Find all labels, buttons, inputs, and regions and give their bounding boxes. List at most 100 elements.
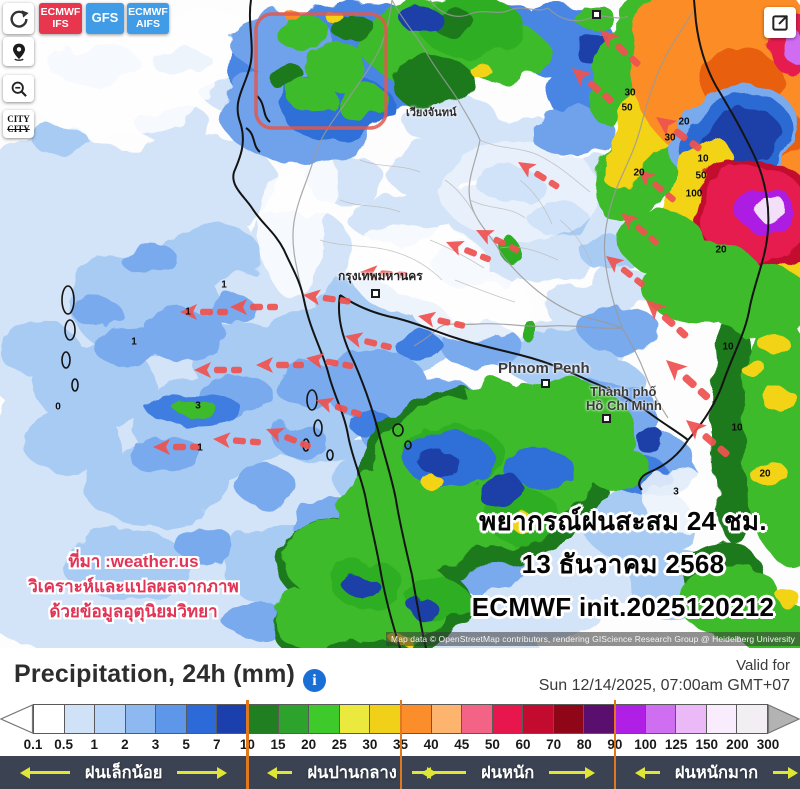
legend-panel: Precipitation, 24h (mm) i Valid for Sun 1… [0, 648, 800, 789]
source-caption-line2: วิเคราะห์และแปลผลจากภาพ [28, 577, 239, 596]
forecast-caption: พยากรณ์ฝนสะสม 24 ชม. 13 ธันวาคม 2568 ECM… [448, 500, 798, 629]
tick-label: 3 [151, 737, 160, 752]
location-pin-icon [12, 43, 25, 61]
precipitation-map-canvas [0, 0, 800, 648]
info-icon[interactable]: i [303, 669, 327, 692]
scale-cell [400, 704, 432, 734]
refresh-icon [10, 9, 29, 28]
scale-cell [706, 704, 738, 734]
scale-cell [553, 704, 585, 734]
source-caption-line1: ที่มา :weather.us [68, 552, 199, 571]
scale-cell [33, 704, 65, 734]
weather-map[interactable]: 30 50 20 30 10 50 100 20 20 10 10 20 3 1 1 1 3 0 1 กรุงเทพ… [0, 0, 800, 648]
scale-cells [33, 704, 768, 734]
legend-title-row: Precipitation, 24h (mm) i [14, 660, 327, 692]
city-marker-north [592, 10, 601, 19]
map-attribution: Map data © OpenStreetMap contributors, r… [386, 632, 800, 646]
scale-cell [492, 704, 524, 734]
city-toggle-label-struck: CITY [7, 124, 30, 134]
scale-cell [523, 704, 554, 734]
tick-label: 30 [362, 737, 378, 752]
city-label-bangkok: กรุงเทพมหานคร [338, 269, 423, 283]
contour-value: 3 [673, 486, 679, 498]
scale-cell [309, 704, 340, 734]
model-label: ECMWF [128, 5, 168, 18]
contour-value: 1 [197, 442, 203, 454]
category-arrow-right [549, 771, 586, 774]
contour-value: 50 [621, 102, 633, 114]
contour-value: 10 [731, 422, 743, 434]
contour-value: 1 [131, 336, 137, 348]
scale-right-arrow [768, 704, 800, 734]
contour-value: 20 [678, 116, 690, 128]
country-borders [292, 0, 695, 419]
city-toggle-label: CITY [7, 113, 30, 124]
valid-for-label: Valid for [736, 657, 790, 674]
category-arrow-right [177, 771, 219, 774]
category-arrow-left [429, 771, 467, 774]
category-label: ฝนปานกลาง [307, 763, 397, 782]
category-label: ฝนเล็กน้อย [84, 763, 163, 782]
share-button[interactable] [764, 7, 796, 38]
forecast-caption-line3: ECMWF init.2025120212 [471, 592, 775, 622]
contour-value: 3 [195, 400, 201, 412]
model-label: ECMWF [40, 5, 81, 18]
tick-label: 1 [90, 737, 99, 752]
tick-label: 125 [664, 737, 688, 752]
scale-cell [614, 704, 646, 734]
city-marker-bangkok [371, 289, 380, 298]
city-labels-toggle[interactable]: CITY CITY [3, 110, 34, 138]
contour-value: 100 [685, 188, 703, 200]
contour-value: 30 [624, 87, 636, 99]
city-label-hcmc-2: Hồ Chí Minh [586, 398, 662, 413]
contour-value: 10 [722, 341, 734, 353]
scale-cell [737, 704, 768, 734]
city-marker-phnom-penh [541, 379, 550, 388]
tick-label: 40 [423, 737, 439, 752]
category-divider [399, 700, 402, 789]
tick-label: 80 [576, 737, 592, 752]
color-scale [0, 704, 800, 734]
category-arrow-left [643, 771, 660, 774]
category-label: ฝนหนักมาก [674, 763, 759, 782]
share-icon [772, 14, 788, 31]
scale-cell [278, 704, 310, 734]
contour-value: 30 [664, 132, 676, 144]
locate-button[interactable] [3, 37, 34, 66]
forecast-caption-line1: พยากรณ์ฝนสะสม 24 ชม. [479, 506, 767, 536]
model-button-ecmwf-ifs[interactable]: ECMWF IFS [39, 3, 82, 34]
zoom-out-button[interactable] [3, 75, 34, 102]
contour-value: 1 [185, 306, 191, 318]
scale-cell [339, 704, 371, 734]
valid-time: Valid for Sun 12/14/2025, 07:00am GMT+07 [539, 656, 790, 696]
legend-title: Precipitation, 24h (mm) [14, 660, 296, 688]
tick-label: 300 [756, 737, 780, 752]
tick-label: 20 [301, 737, 317, 752]
scale-tick-labels: 0.10.51235710152025303540455060708090100… [0, 737, 800, 757]
category-arrow-right [773, 771, 790, 774]
category-label: ฝนหนัก [481, 763, 535, 782]
scale-cell [64, 704, 96, 734]
scale-cell [125, 704, 157, 734]
coastline [232, 0, 770, 648]
scale-left-arrow [0, 704, 33, 734]
category-arrow-left [276, 771, 293, 774]
refresh-button[interactable] [3, 3, 34, 34]
tick-label: 15 [270, 737, 286, 752]
zoom-out-icon [11, 81, 27, 97]
model-button-ecmwf-aifs[interactable]: ECMWF AIFS [127, 3, 169, 34]
valid-datetime: Sun 12/14/2025, 07:00am GMT+07 [538, 677, 790, 694]
source-caption-line3: ด้วยข้อมูลอุตุนิยมวิทยา [49, 602, 218, 621]
tick-label: 45 [454, 737, 470, 752]
contour-value: 20 [759, 468, 771, 480]
tick-label: 0.1 [23, 737, 43, 752]
rain-category: ฝนหนักมาก [615, 756, 800, 789]
category-divider [613, 700, 617, 789]
scale-cell [217, 704, 249, 734]
model-button-gfs[interactable]: GFS [86, 3, 124, 34]
tick-label: 5 [182, 737, 190, 752]
source-caption: ที่มา :weather.us วิเคราะห์และแปลผลจากภา… [16, 549, 251, 624]
model-label: IFS [52, 17, 69, 30]
tick-label: 2 [121, 737, 129, 752]
